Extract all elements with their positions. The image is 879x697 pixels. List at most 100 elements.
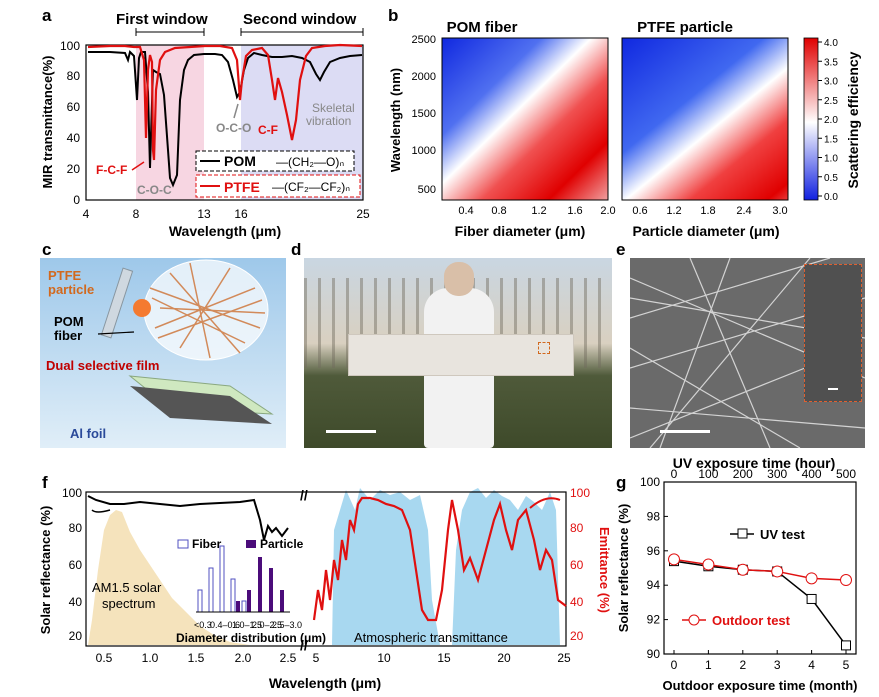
- b2-xtick-3: 2.4: [736, 205, 751, 217]
- inset-xlabel: Diameter distribution (μm): [176, 631, 326, 645]
- b1-xtick-3: 1.6: [567, 205, 582, 217]
- pom-fiber-rod: [100, 267, 134, 339]
- emittance-arrow: [529, 497, 561, 509]
- al-foil-layer: [130, 386, 272, 424]
- panel-b-chart: POM fiber PTFE particle 500 1000 1500 20…: [388, 19, 861, 239]
- f-ylabel-left: Solar reflectance (%): [38, 506, 53, 635]
- panel-label-e: e: [616, 240, 626, 259]
- panel-d-photo: [304, 258, 612, 448]
- inset-cat-2: 1.0–1.5: [232, 620, 262, 630]
- uv-legend-label: UV test: [760, 527, 805, 542]
- pom-fiber-title: POM fiber: [447, 19, 518, 36]
- pom-legend-label: POM: [224, 153, 256, 169]
- b-ytick-1500: 1500: [412, 108, 436, 120]
- inset-cat-0: <0.3: [194, 620, 212, 630]
- f-ytick-left-100: 100: [62, 486, 82, 500]
- fiber-legend-label: Fiber: [192, 537, 222, 551]
- f-ytick-left-60: 60: [69, 558, 83, 572]
- a-xtick-25: 25: [356, 207, 370, 221]
- colorbar-tick-label: 1.5: [824, 134, 838, 145]
- fiber-bar: [241, 600, 247, 613]
- ptfe-label-2: particle: [48, 282, 94, 297]
- f-ylabel-right: Emittance (%): [597, 527, 610, 613]
- fcf-arrow: [131, 161, 145, 171]
- pom-fiber-heatmap: [441, 37, 609, 201]
- f-xtick-0.5: 0.5: [96, 651, 113, 665]
- b-ytick-2500: 2500: [412, 34, 436, 46]
- panel-label-c: c: [42, 240, 52, 259]
- atmospheric-label: Atmospheric transmittance: [354, 630, 508, 645]
- colorbar-tick-label: 4.0: [824, 38, 838, 49]
- f-ytick-left-40: 40: [69, 595, 83, 609]
- a-xtick-4: 4: [83, 207, 90, 221]
- f-xtick-2.5: 2.5: [280, 651, 297, 665]
- g-top-xtick-label: 500: [836, 467, 856, 481]
- a-ylabel: MIR transmittance(%): [40, 56, 55, 189]
- f-ytick-left-20: 20: [69, 629, 83, 643]
- pom-formula: —(CH₂—O)ₙ: [276, 155, 344, 169]
- panel-f-frame: [85, 491, 567, 647]
- g-ytick-label: 100: [640, 475, 660, 489]
- b1-xtick-0: 0.4: [458, 205, 473, 217]
- outdoor-test-point: [736, 563, 749, 576]
- outdoor-test-point: [805, 572, 818, 585]
- colorbar-tick-label: 0.5: [824, 173, 838, 184]
- axis-break-top: //: [300, 487, 308, 503]
- g-top-xtick-label: 0: [671, 467, 678, 481]
- panel-a-frame: [85, 44, 364, 201]
- inset-scale-bar: [828, 388, 838, 390]
- uv-test-line: [673, 560, 847, 646]
- pom-legend-box: [195, 150, 355, 172]
- colorbar-tick-label: 2.0: [824, 115, 838, 126]
- f-ytick-left-80: 80: [69, 521, 83, 535]
- panel-label-g: g: [616, 473, 627, 492]
- ptfe-label-1: PTFE: [48, 268, 82, 283]
- dual-film-label: Dual selective film: [46, 358, 159, 373]
- b2-xtick-1: 1.2: [666, 205, 681, 217]
- b2-xtick-0: 0.6: [632, 205, 647, 217]
- outdoor-legend-marker: [688, 614, 700, 626]
- a-ytick-20: 20: [67, 162, 81, 176]
- scale-bar-e: [660, 430, 710, 433]
- second-window-label: Second window: [243, 11, 357, 28]
- colorbar-tick-label: 2.5: [824, 96, 838, 107]
- particle-bar: [269, 568, 273, 612]
- colorbar-tick-label: 1.0: [824, 154, 838, 165]
- reflectance-arrow: [91, 509, 111, 513]
- g-xtick-label: 1: [705, 658, 712, 672]
- solar-reflectance-line: [87, 495, 289, 541]
- f-xlabel: Wavelength (μm): [269, 675, 381, 691]
- panel-label-d: d: [291, 240, 302, 259]
- g-top-xtick-label: 100: [698, 467, 718, 481]
- scale-bar-d: [326, 430, 376, 433]
- f-ytick-right-60: 60: [570, 558, 584, 572]
- particle-bar: [247, 590, 251, 612]
- b1-xtick-2: 1.2: [531, 205, 546, 217]
- axis-break-bottom: //: [300, 637, 308, 653]
- colorbar-ticks: 0.0 0.5 1.0 1.5 2.0 2.5 3.0 3.5 4.0: [818, 38, 838, 203]
- f-ytick-right-20: 20: [570, 629, 584, 643]
- particle-bar: [280, 590, 284, 612]
- b2-xtick-2: 1.8: [700, 205, 715, 217]
- cf-annotation: C-F: [258, 123, 278, 137]
- b-ytick-500: 500: [418, 184, 436, 196]
- g-ytick-label: 96: [647, 544, 661, 558]
- first-window-label: First window: [116, 11, 208, 28]
- sem-inset: [804, 264, 862, 402]
- fiber-network: [149, 262, 266, 359]
- colorbar-tick-label: 0.0: [824, 192, 838, 203]
- panel-c-schematic: PTFE particle POM fiber Dual selective f…: [40, 258, 286, 448]
- a-ytick-60: 60: [67, 100, 81, 114]
- f-ytick-right-100: 100: [570, 486, 590, 500]
- fiber-bar: [208, 567, 214, 613]
- fiber-legend-swatch: [177, 539, 189, 549]
- particle-legend-swatch: [246, 540, 256, 548]
- fiber-bar: [197, 589, 203, 613]
- colorbar-tick-label: 3.0: [824, 77, 838, 88]
- g-ylabel: Solar reflectance (%): [616, 504, 631, 633]
- ptfe-particle-sphere: [133, 299, 151, 317]
- pom-label-1: POM: [54, 314, 84, 329]
- outdoor-test-point: [702, 558, 715, 571]
- f-xtick-25: 25: [557, 651, 571, 665]
- a-ytick-40: 40: [67, 131, 81, 145]
